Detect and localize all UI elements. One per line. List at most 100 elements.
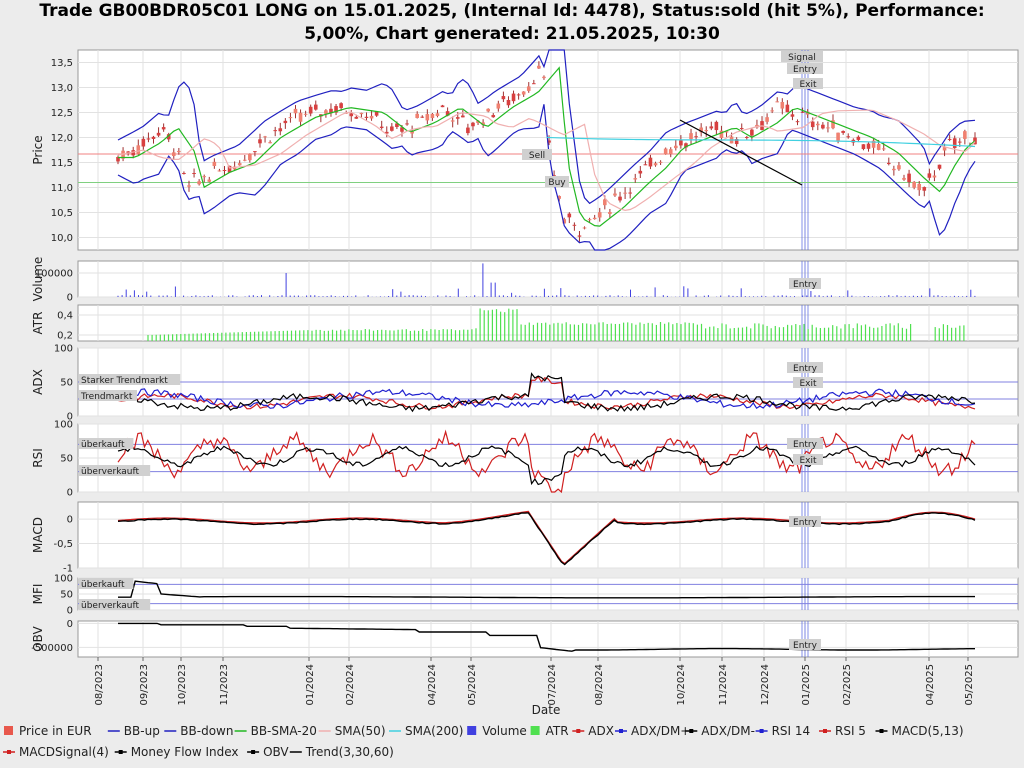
legend-item-17: Trend(3,30,60) [289,745,394,759]
price-annotation-bg-3 [522,149,552,160]
rsi-tick-label-0: 100 [54,420,73,431]
price-candle [668,149,673,155]
price-candle [166,134,171,140]
price-candle [775,101,780,103]
price-candle [278,128,283,132]
price-candle [770,110,774,112]
x-tick-label-5: 02/2024 [345,664,356,706]
price-tick-label-7: 10,0 [51,233,73,244]
price-annotation-exit: Exit [799,80,817,90]
rsi-marker-exit: Exit [799,456,817,466]
price-candle [374,111,379,116]
price-candle [212,161,217,166]
x-tick-label-11: 11/2024 [718,664,729,706]
legend-swatch-7 [530,726,540,735]
price-candle [937,164,942,169]
legend-item-2: BB-down [164,724,233,738]
bb-sma20-line [118,66,976,227]
price-candle [542,76,546,79]
chart-title: Trade GB00BDR05C01 LONG on 15.01.2025, (… [0,0,1024,46]
price-candle [217,170,222,172]
rsi-marker-bg-1 [793,454,823,465]
legend-item-10: ADX/DM- [685,724,755,738]
price-candle [410,131,414,134]
x-tick-label-8: 07/2024 [547,664,558,706]
price-candle [532,83,536,85]
rsi-marker-entry: Entry [793,440,818,450]
price-tick-label-6: 10,5 [51,208,73,219]
title-line-1: Trade GB00BDR05C01 LONG on 15.01.2025, (… [39,1,985,21]
x-tick-label-7: 05/2024 [467,664,478,706]
rsi14-line [117,445,976,486]
legend-label-2: BB-down [180,724,233,738]
bb-down-line [117,104,976,251]
price-candle [841,130,845,133]
price-candle [359,112,364,115]
price-candle [582,227,587,229]
legend-item-8: ADX [572,724,614,738]
price-candle [329,108,333,114]
price-candle [648,157,653,167]
price-candle [739,128,744,130]
legend-label-3: BB-SMA-20 [251,724,317,738]
x-tick-label-15: 04/2025 [925,664,936,706]
macd-tick-label-0: 0 [67,515,73,526]
price-candle [795,121,800,123]
legend-marker-13 [879,729,884,733]
panel-rsi: 100 50 0 RSI überkauft überverkauft Entry Exit [31,420,1019,499]
x-tick-label-16: 05/2025 [964,664,975,706]
price-candle [547,140,551,143]
price-candle [674,145,678,149]
price-candle [912,181,916,188]
panel-atr: 0,4 0,2 ATR [31,304,1019,342]
legend-item-5: SMA(200) [389,724,463,738]
price-candle [481,122,485,125]
legend-item-4: SMA(50) [318,724,386,738]
price-candle [339,103,343,109]
price-candle [638,170,643,174]
price-candle [603,199,607,206]
price-annotation-buy: Buy [548,178,566,188]
price-candle [242,159,247,161]
price-candle [303,113,308,115]
price-candle [430,113,435,119]
price-candle [907,173,911,183]
price-candle [881,148,886,150]
price-candle [248,153,252,161]
rsi-tick-label-1: 50 [60,454,73,465]
volume-plot-area [77,260,1019,298]
legend-swatch-6 [467,726,477,735]
price-candle [714,121,719,131]
adx-annotation-bg-0 [79,374,181,385]
macd-line [117,512,976,566]
price-candle [658,161,663,163]
legend-label-9: ADX/DM+ [631,724,690,738]
price-candle [592,217,597,220]
price-candle [704,130,709,132]
price-candle [800,111,805,113]
price-candle [298,112,303,122]
price-candle [861,144,866,150]
price-candle [790,114,795,117]
price-candle [922,187,927,191]
legend-label-17: Trend(3,30,60) [305,745,394,759]
price-tick-label-5: 11,0 [51,183,73,194]
price-candle [506,99,511,106]
price-candle [227,165,232,173]
rsi-tick-label-2: 0 [67,488,73,499]
price-candle [679,140,683,146]
price-candle [886,162,891,165]
legend-label-16: OBV [263,745,289,759]
price-annotation-sell: Sell [529,151,545,161]
legend-item-14: MACDSignal(4) [3,745,109,759]
mfi-axis-label: MFI [31,584,45,605]
price-candle [699,127,703,133]
adx-annotation-0: Starker Trendmarkt [81,376,168,386]
legend-label-13: MACD(5,13) [892,724,964,738]
legend-item-6: Volume [467,724,527,738]
price-candle [156,132,161,136]
price-candle [623,192,627,194]
rsi-annotation-bg-1 [79,465,151,476]
panel-volume: 100000 0 Volume Entry [31,257,1019,304]
x-tick-label-10: 10/2024 [676,664,687,706]
